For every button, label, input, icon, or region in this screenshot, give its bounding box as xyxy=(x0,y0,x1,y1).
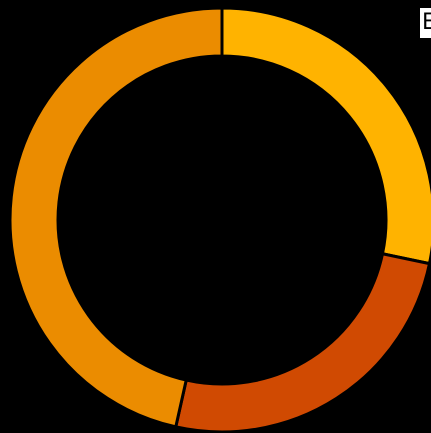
donut-slice-2 xyxy=(173,251,431,433)
donut-slice-1 xyxy=(220,6,431,266)
donut-slice-3 xyxy=(8,6,224,429)
donut-slices xyxy=(8,6,431,433)
legend-text-clipped: E xyxy=(420,8,431,38)
